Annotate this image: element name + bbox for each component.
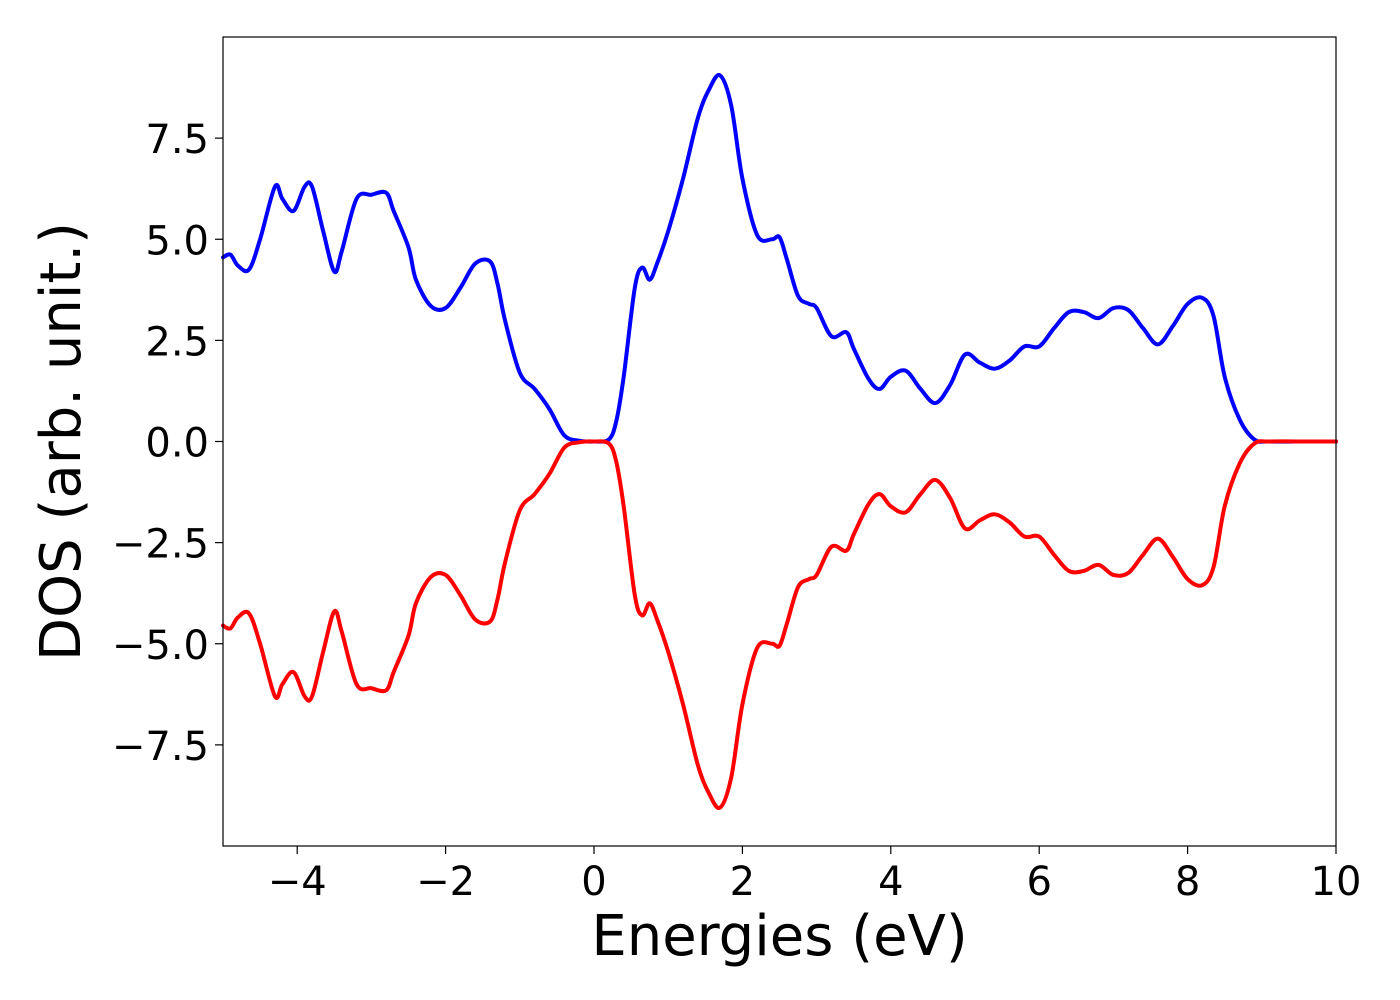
y-tick-label: 7.5 [145, 117, 209, 163]
y-tick-label: 0.0 [145, 421, 209, 467]
series-layer [221, 72, 1338, 811]
x-tick-label: −4 [268, 859, 327, 905]
y-axis: −7.5 −5.0 −2.5 0.0 2.5 5.0 7.5 [112, 117, 223, 770]
y-tick-label: −7.5 [112, 724, 209, 770]
x-tick-label: 6 [1026, 859, 1051, 905]
x-axis-label: Energies (eV) [591, 904, 967, 969]
x-tick-label: 10 [1311, 859, 1362, 905]
series-line-blue [221, 72, 1338, 444]
plot-background [223, 37, 1336, 846]
y-tick-label: 2.5 [145, 319, 209, 365]
x-axis: −4 −2 0 2 4 6 8 10 [268, 846, 1362, 905]
x-tick-label: 0 [581, 859, 606, 905]
y-tick-label: 5.0 [145, 218, 209, 264]
x-tick-label: 8 [1175, 859, 1200, 905]
x-tick-label: −2 [416, 859, 475, 905]
y-tick-label: −5.0 [112, 623, 209, 669]
series-line-red [221, 439, 1338, 811]
plot-area [223, 37, 1336, 846]
x-tick-label: 2 [730, 859, 755, 905]
x-tick-label: 4 [878, 859, 903, 905]
y-tick-label: −2.5 [112, 522, 209, 568]
y-axis-label: DOS (arb. unit.) [29, 222, 94, 661]
